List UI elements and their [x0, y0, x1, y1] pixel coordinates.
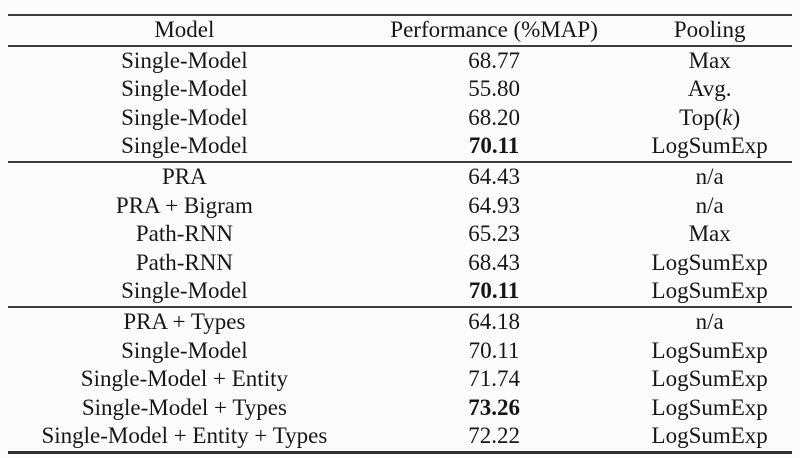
results-table: Model Performance (%MAP) Pooling Single-… — [8, 14, 792, 454]
header-row: Model Performance (%MAP) Pooling — [8, 15, 792, 46]
pooling-cell: LogSumExp — [651, 366, 768, 392]
model-cell: Single-Model — [121, 337, 248, 363]
table-row: Single-Model 68.77 Max — [8, 46, 792, 76]
performance-cell: 65.23 — [468, 221, 520, 247]
model-cell: Single-Model — [121, 47, 248, 73]
model-cell: Path-RNN — [135, 249, 233, 275]
pooling-cell: Top(k) — [627, 104, 792, 133]
pooling-cell: Max — [688, 47, 731, 73]
pooling-cell: Max — [688, 221, 731, 247]
model-cell: PRA — [162, 163, 207, 189]
table-section-1: Single-Model 68.77 Max Single-Model 55.8… — [8, 46, 792, 162]
performance-cell-best: 73.26 — [468, 394, 520, 420]
table-row: Single-Model 70.11 LogSumExp — [8, 132, 792, 162]
model-cell: Single-Model + Entity — [80, 366, 288, 392]
table-row: Single-Model 70.11 LogSumExp — [8, 337, 792, 366]
pooling-cell: LogSumExp — [651, 423, 768, 449]
pooling-text: Top( — [679, 104, 723, 130]
column-header-pooling: Pooling — [673, 17, 746, 42]
model-cell: Single-Model — [121, 104, 248, 130]
table-row: Path-RNN 68.43 LogSumExp — [8, 249, 792, 278]
pooling-text: ) — [732, 104, 741, 130]
table-section-3: PRA + Types 64.18 n/a Single-Model 70.11… — [8, 306, 792, 452]
pooling-cell: n/a — [695, 308, 724, 334]
performance-cell: 70.11 — [468, 337, 520, 363]
model-cell: PRA + Bigram — [115, 192, 253, 218]
pooling-cell: LogSumExp — [651, 249, 768, 275]
table-row: Path-RNN 65.23 Max — [8, 220, 792, 249]
column-header-model: Model — [154, 17, 215, 42]
performance-cell-best: 70.11 — [468, 133, 520, 159]
pooling-variable-k: k — [722, 104, 733, 130]
model-cell: Single-Model — [121, 278, 248, 304]
model-cell: Single-Model + Entity + Types — [41, 423, 328, 449]
model-cell: PRA + Types — [123, 308, 246, 334]
performance-cell: 64.93 — [468, 192, 520, 218]
table-row: Single-Model 55.80 Avg. — [8, 75, 792, 104]
table-row: PRA 64.43 n/a — [8, 162, 792, 192]
performance-cell: 72.22 — [468, 423, 520, 449]
pooling-cell: n/a — [695, 163, 724, 189]
performance-cell: 64.43 — [468, 163, 520, 189]
model-cell: Path-RNN — [135, 221, 233, 247]
model-cell: Single-Model + Types — [81, 394, 287, 420]
pooling-cell: LogSumExp — [651, 278, 768, 304]
table-row: PRA + Types 64.18 n/a — [8, 307, 792, 337]
model-cell: Single-Model — [121, 76, 248, 102]
table-row: Single-Model 70.11 LogSumExp — [8, 277, 792, 307]
table-section-2: PRA 64.43 n/a PRA + Bigram 64.93 n/a Pat… — [8, 161, 792, 307]
table-row: PRA + Bigram 64.93 n/a — [8, 192, 792, 221]
pooling-cell: LogSumExp — [651, 133, 768, 159]
performance-cell: 64.18 — [468, 308, 520, 334]
pooling-cell: n/a — [695, 192, 724, 218]
performance-cell: 55.80 — [468, 76, 520, 102]
table-row: Single-Model + Entity 71.74 LogSumExp — [8, 365, 792, 394]
performance-cell: 68.77 — [468, 47, 520, 73]
model-cell: Single-Model — [121, 133, 248, 159]
pooling-cell: LogSumExp — [651, 394, 768, 420]
table-header: Model Performance (%MAP) Pooling — [8, 15, 792, 46]
pooling-cell: LogSumExp — [651, 337, 768, 363]
performance-cell: 71.74 — [468, 366, 520, 392]
performance-cell: 68.43 — [468, 249, 520, 275]
column-header-performance: Performance (%MAP) — [390, 17, 598, 42]
performance-cell-best: 70.11 — [468, 278, 520, 304]
table-row: Single-Model + Types 73.26 LogSumExp — [8, 394, 792, 423]
table-row: Single-Model + Entity + Types 72.22 LogS… — [8, 422, 792, 452]
table-row: Single-Model 68.20 Top(k) — [8, 104, 792, 133]
performance-cell: 68.20 — [468, 104, 520, 130]
pooling-cell: Avg. — [687, 76, 732, 102]
